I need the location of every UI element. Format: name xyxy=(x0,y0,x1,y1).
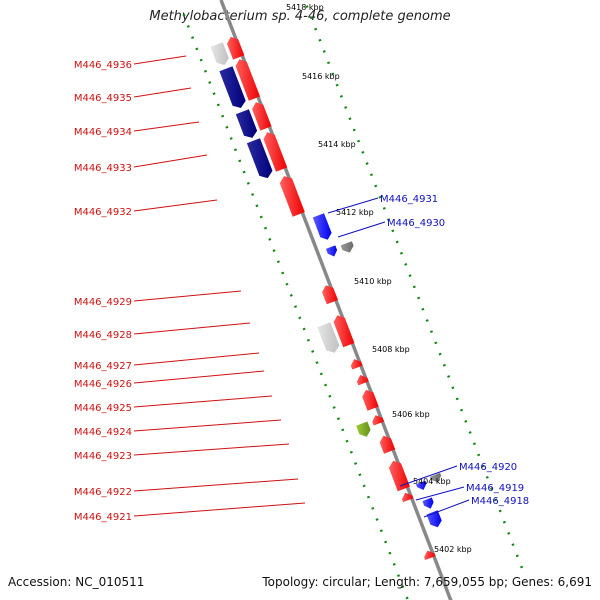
gene-arrow xyxy=(279,176,305,217)
gene-arrow xyxy=(312,213,332,240)
gene-arrow xyxy=(356,375,369,386)
gene-arrow xyxy=(333,315,355,348)
leader-line-left xyxy=(133,419,282,432)
gene-arrow xyxy=(362,389,379,411)
leader-line-left xyxy=(133,290,242,302)
kbp-tick-label: 5414 kbp xyxy=(318,140,356,149)
gene-arrow xyxy=(317,322,340,353)
kbp-tick-label: 5406 kbp xyxy=(392,410,430,419)
gene-arrow xyxy=(379,435,396,454)
gene-arrow xyxy=(356,421,371,437)
gene-arrow xyxy=(388,460,410,492)
gene-arrow xyxy=(252,102,272,131)
genome-backbone xyxy=(219,0,453,600)
gene-arrow xyxy=(235,109,258,138)
gene-arrow xyxy=(227,36,245,60)
topology-text: Topology: circular; Length: 7,659,055 bp… xyxy=(262,575,592,589)
leader-line-right xyxy=(415,486,465,501)
gene-label-left: M446_4928 xyxy=(74,330,132,341)
gene-label-left: M446_4933 xyxy=(74,163,132,174)
gene-label-left: M446_4934 xyxy=(74,127,132,138)
gene-label-left: M446_4925 xyxy=(74,403,132,414)
leader-line-left xyxy=(133,352,260,366)
leader-line-left xyxy=(133,199,218,212)
gene-label-right: M446_4919 xyxy=(466,483,524,494)
leader-line-left xyxy=(133,55,187,65)
leader-line-left xyxy=(133,370,265,384)
gene-arrow xyxy=(325,245,338,257)
gene-arrow xyxy=(402,492,414,503)
leader-line-left xyxy=(133,395,273,408)
gene-arrow xyxy=(422,497,434,509)
leader-line-right xyxy=(399,465,458,487)
left-tick-track xyxy=(182,13,410,600)
gene-arrow xyxy=(416,480,427,490)
gene-label-left: M446_4935 xyxy=(74,93,132,104)
kbp-tick-label: 5410 kbp xyxy=(354,277,392,286)
kbp-tick-label: 5408 kbp xyxy=(372,345,410,354)
gene-arrow xyxy=(429,472,442,483)
leader-line-right xyxy=(337,221,386,238)
gene-label-left: M446_4926 xyxy=(74,379,132,390)
gene-arrow xyxy=(372,415,384,426)
gene-arrow xyxy=(322,285,338,305)
gene-label-right: M446_4920 xyxy=(459,462,517,473)
leader-line-left xyxy=(133,502,306,517)
gene-label-right: M446_4930 xyxy=(387,218,445,229)
leader-line-left xyxy=(133,478,299,492)
leader-line-left xyxy=(133,121,200,132)
gene-label-left: M446_4936 xyxy=(74,60,132,71)
gene-label-left: M446_4923 xyxy=(74,451,132,462)
kbp-tick-label: 5416 kbp xyxy=(302,72,340,81)
gene-arrow xyxy=(219,66,246,108)
gene-arrow xyxy=(424,550,436,560)
gene-arrow xyxy=(210,42,229,66)
kbp-tick-label: 5404 kbp xyxy=(413,477,451,486)
gene-label-left: M446_4927 xyxy=(74,361,132,372)
gene-arrow xyxy=(263,132,288,172)
gene-arrow xyxy=(235,59,260,101)
accession-text: Accession: NC_010511 xyxy=(8,575,145,589)
gene-label-left: M446_4921 xyxy=(74,512,132,523)
leader-line-left xyxy=(133,443,290,456)
gene-label-left: M446_4929 xyxy=(74,297,132,308)
gene-label-left: M446_4922 xyxy=(74,487,132,498)
kbp-tick-label: 5418 kbp xyxy=(286,3,324,12)
gene-label-right: M446_4918 xyxy=(471,496,529,507)
leader-line-left xyxy=(133,87,192,98)
gene-label-right: M446_4931 xyxy=(380,194,438,205)
gene-arrow xyxy=(246,138,273,179)
kbp-tick-label: 5402 kbp xyxy=(434,545,472,554)
leader-line-right xyxy=(423,499,470,518)
gene-arrow xyxy=(350,359,363,370)
leader-line-left xyxy=(133,322,251,335)
gene-label-left: M446_4924 xyxy=(74,427,132,438)
gene-arrow xyxy=(340,241,354,253)
kbp-tick-label: 5412 kbp xyxy=(336,208,374,217)
leader-line-right xyxy=(327,197,379,214)
gene-label-left: M446_4932 xyxy=(74,207,132,218)
leader-line-left xyxy=(133,154,208,168)
